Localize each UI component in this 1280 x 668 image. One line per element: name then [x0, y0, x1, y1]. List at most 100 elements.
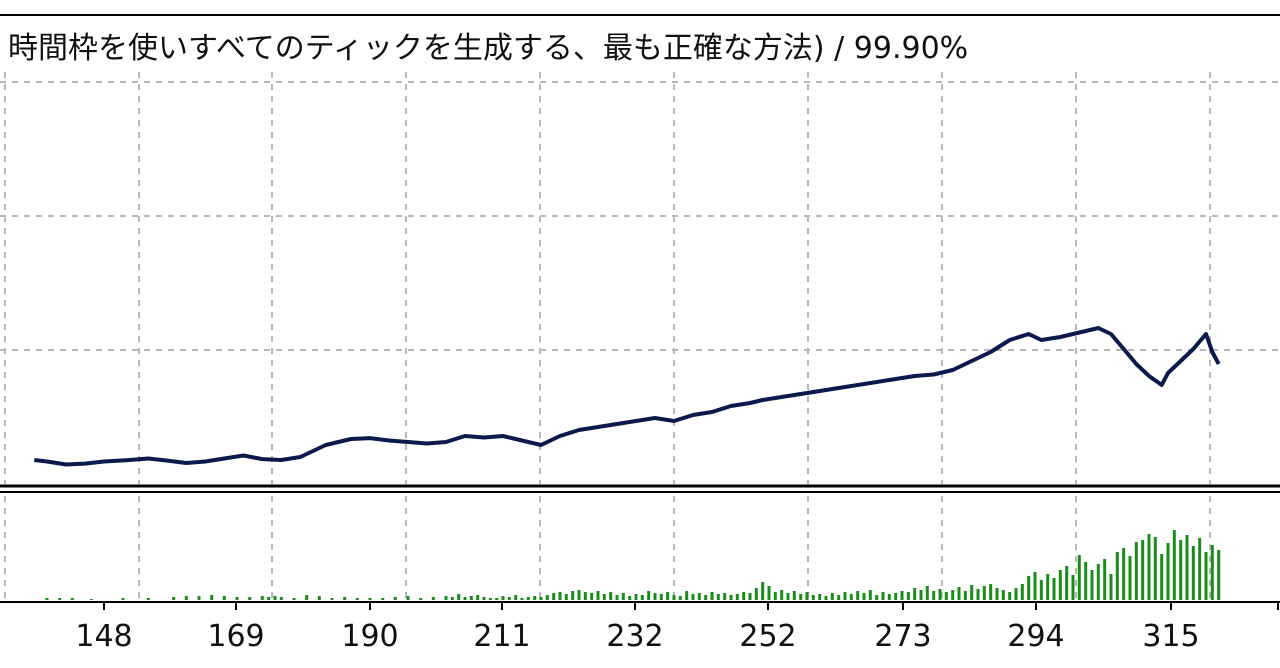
x-tick-label: 3 — [1278, 619, 1280, 654]
x-tick-label: 169 — [207, 619, 264, 654]
volume-bar — [343, 597, 347, 600]
volume-bar — [767, 586, 771, 600]
volume-bar — [1160, 554, 1164, 600]
volume-bar — [381, 598, 385, 600]
x-tick-label: 294 — [1007, 619, 1064, 654]
volume-bar — [932, 591, 936, 600]
volume-bar — [463, 597, 467, 600]
volume-bar — [1122, 548, 1126, 600]
volume-bar — [925, 586, 929, 600]
volume-bar — [811, 595, 815, 600]
volume-bar — [742, 592, 746, 600]
volume-bar — [609, 592, 613, 600]
volume-bar — [843, 592, 847, 600]
volume-bar — [1134, 542, 1138, 600]
volume-bar — [1052, 578, 1056, 600]
volume-bar — [982, 586, 986, 600]
volume-bar — [1046, 574, 1050, 600]
volume-bar — [393, 597, 397, 600]
volume-bar — [1077, 555, 1081, 600]
volume-bar — [330, 598, 334, 600]
volume-bar — [539, 597, 543, 600]
panel-separator — [0, 484, 1280, 493]
volume-bar — [970, 585, 974, 600]
volume-bar — [1166, 543, 1170, 600]
volume-bar — [697, 593, 701, 600]
volume-bar — [406, 596, 410, 600]
volume-bar — [919, 590, 923, 600]
volume-bar — [976, 589, 980, 600]
volume-bar — [989, 584, 993, 600]
volume-bar — [305, 595, 309, 600]
volume-bar — [723, 593, 727, 600]
x-tick-label: 315 — [1142, 619, 1199, 654]
equity-line — [34, 326, 1221, 467]
volume-bar — [944, 592, 948, 600]
volume-bar — [856, 591, 860, 600]
volume-bar — [963, 591, 967, 600]
volume-bar — [469, 596, 473, 600]
volume-bar — [1172, 530, 1176, 600]
volume-bar — [691, 594, 695, 600]
volume-bar — [830, 593, 834, 600]
volume-bar — [773, 592, 777, 600]
volume-bar — [894, 593, 898, 600]
volume-bar — [520, 598, 524, 600]
volume-bar — [89, 599, 93, 600]
volume-bar — [1179, 540, 1183, 600]
volume-bar — [267, 597, 271, 600]
volume-bar — [1008, 592, 1012, 600]
volume-bar — [659, 594, 663, 600]
volume-bar — [1109, 574, 1113, 600]
volume-bar — [184, 596, 188, 600]
volume-bar — [729, 595, 733, 600]
volume-bar — [704, 595, 708, 600]
volume-bar — [1039, 580, 1043, 600]
volume-bar — [1033, 572, 1037, 600]
volume-bar — [317, 596, 321, 600]
volume-bar — [1217, 550, 1221, 600]
volume-bar — [995, 588, 999, 600]
volume-bar — [45, 598, 49, 600]
volume-bar — [552, 593, 556, 600]
volume-bar — [248, 597, 252, 600]
volume-bar — [564, 594, 568, 600]
volume-bar — [786, 593, 790, 600]
volume-bar — [273, 596, 277, 600]
volume-bar — [672, 595, 676, 600]
x-tick-label: 232 — [606, 619, 663, 654]
volume-bar — [951, 590, 955, 600]
volume-bar — [260, 596, 264, 600]
volume-bar — [482, 597, 486, 600]
volume-bar — [938, 589, 942, 600]
volume-bar — [197, 596, 201, 600]
volume-bars — [45, 530, 1221, 600]
volume-bar — [824, 596, 828, 600]
volume-bar — [678, 596, 682, 600]
volume-bar — [172, 597, 176, 600]
volume-bar — [488, 598, 492, 600]
volume-bar — [279, 597, 283, 600]
volume-bar — [1014, 588, 1018, 600]
volume-bar — [583, 592, 587, 600]
volume-bar — [501, 596, 505, 600]
volume-bar — [431, 597, 435, 600]
volume-bar — [292, 598, 296, 600]
volume-bar — [1153, 537, 1157, 600]
volume-bar — [355, 598, 359, 600]
volume-bar — [621, 593, 625, 600]
main-grid — [0, 72, 1280, 484]
volume-bar — [634, 594, 638, 600]
volume-bar — [754, 588, 758, 600]
volume-bar — [571, 591, 575, 600]
volume-bar — [235, 597, 239, 600]
volume-bar — [1115, 552, 1119, 600]
volume-bar — [70, 598, 74, 600]
volume-bar — [545, 595, 549, 600]
volume-bar — [1185, 535, 1189, 600]
volume-bar — [780, 590, 784, 600]
volume-bar — [1204, 552, 1208, 600]
